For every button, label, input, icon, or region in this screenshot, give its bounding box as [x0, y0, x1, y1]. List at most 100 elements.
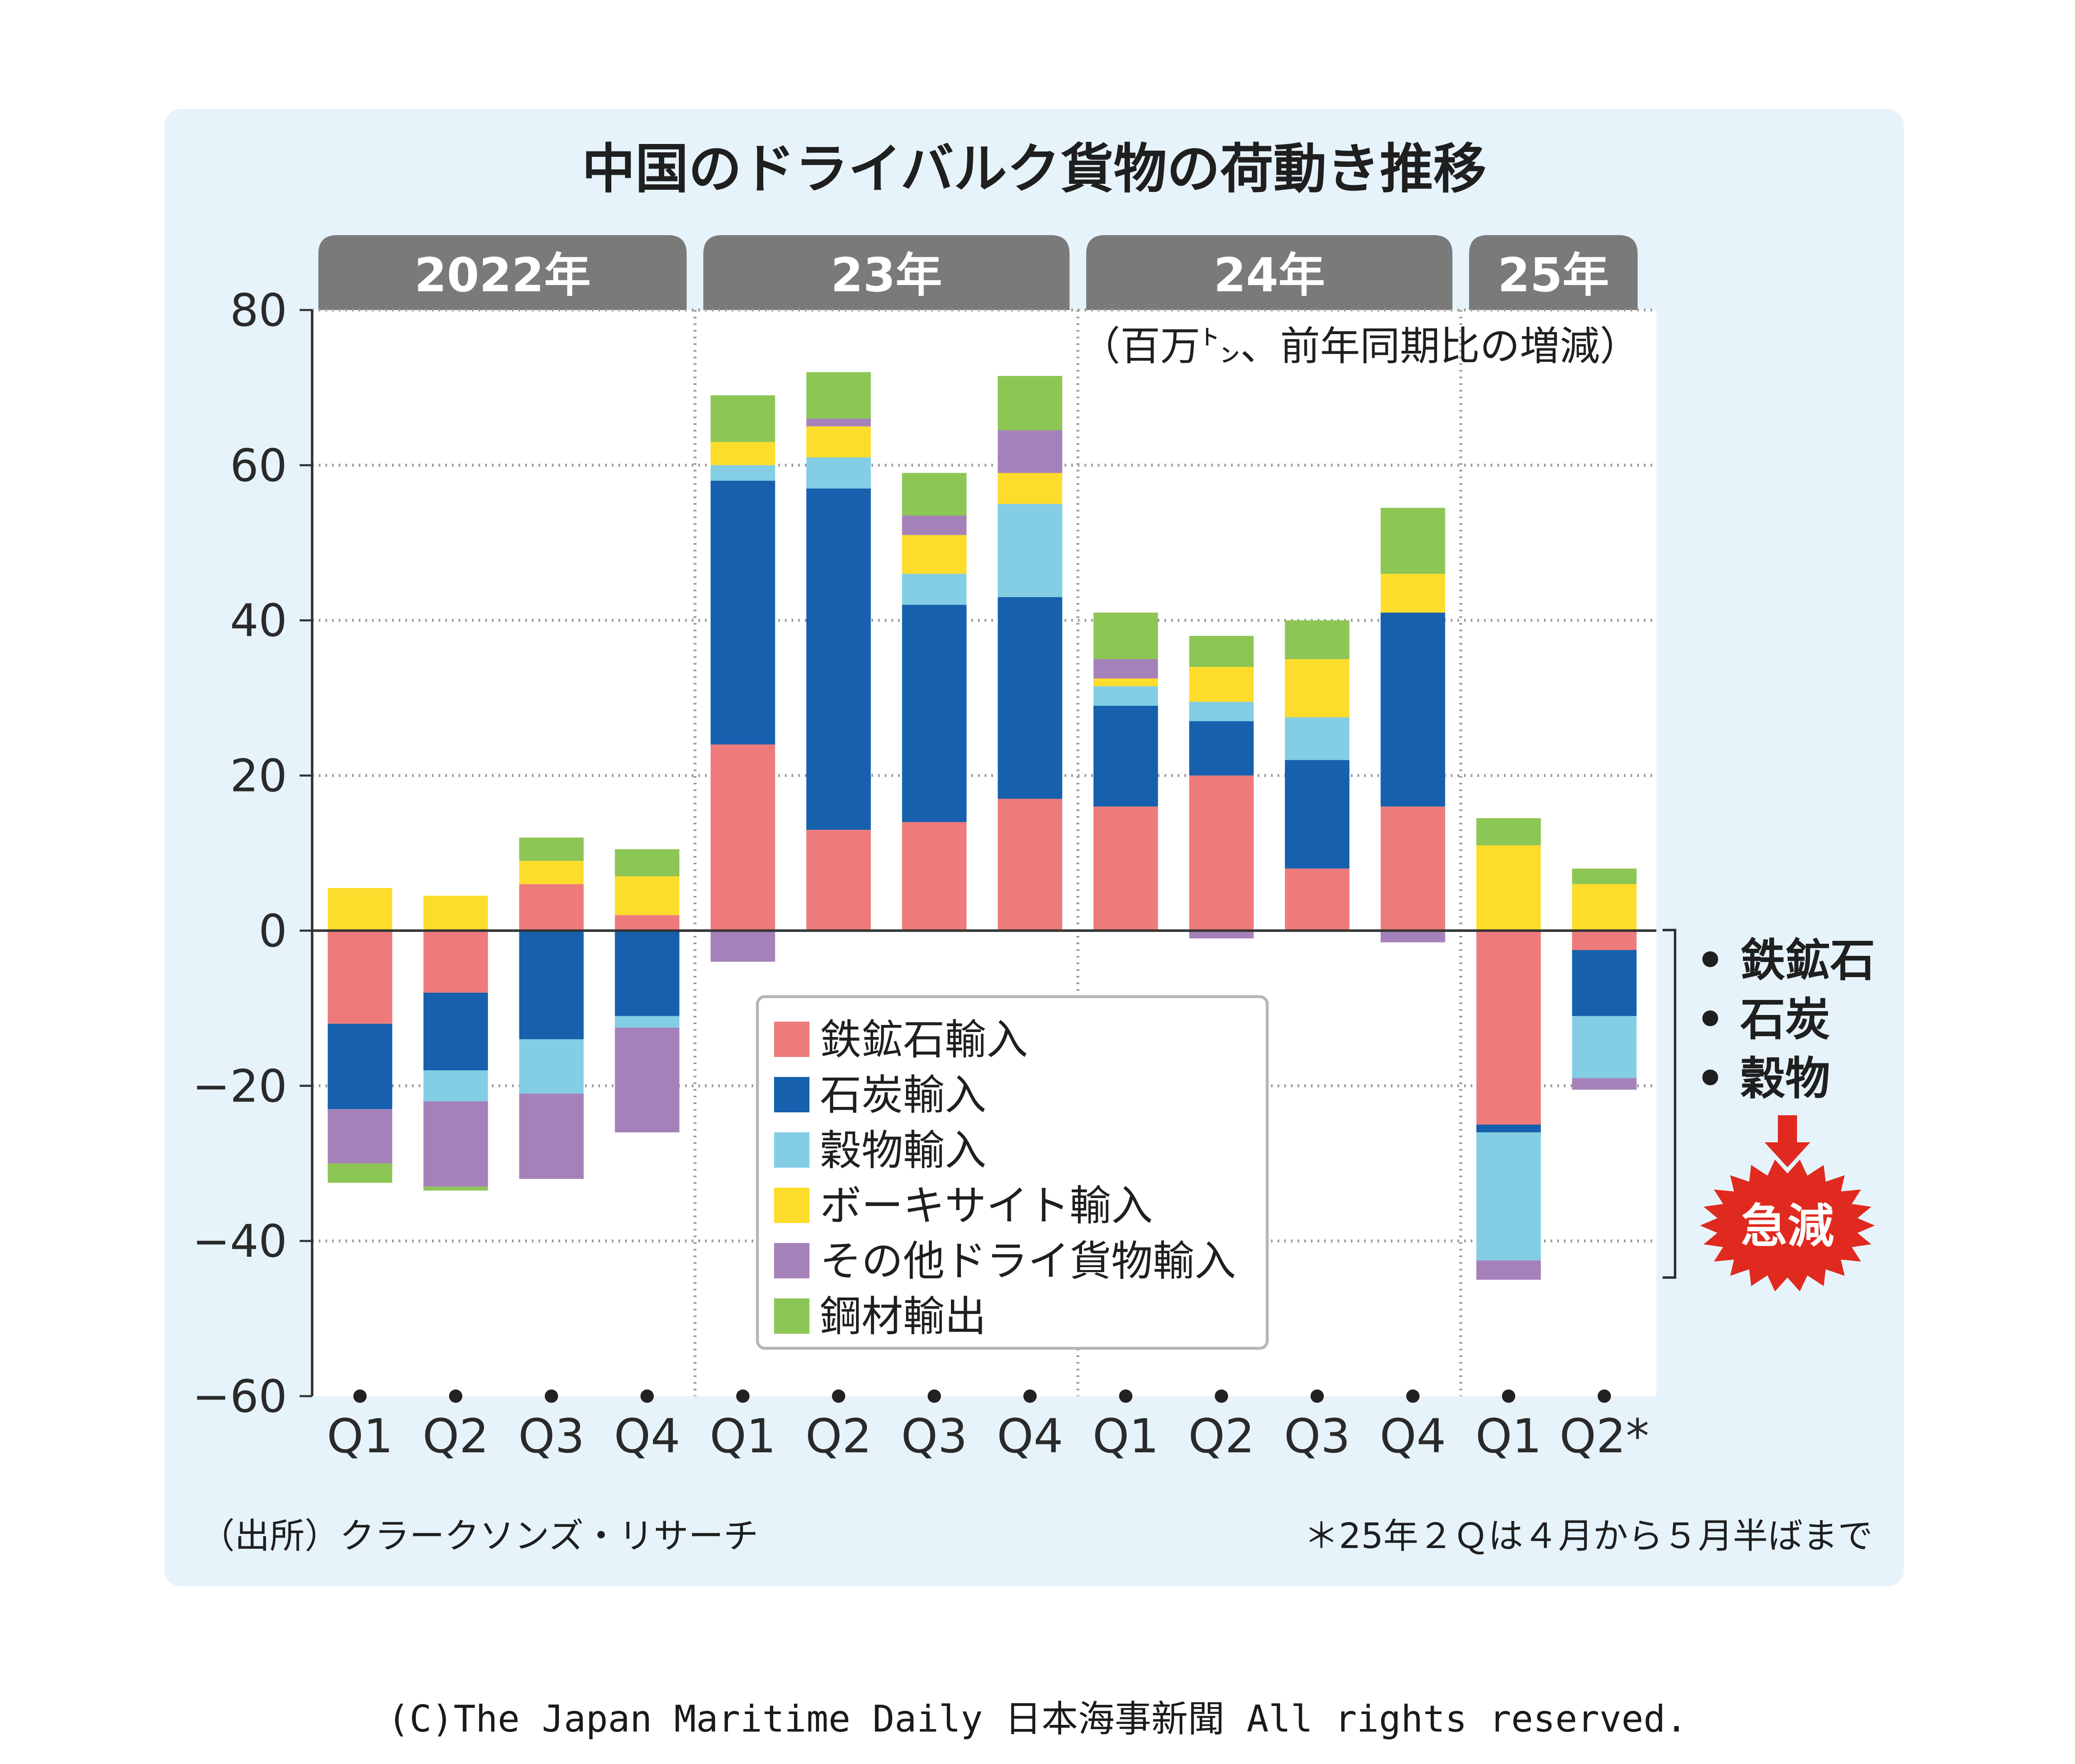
bar-segment — [423, 896, 488, 931]
x-tick-dot — [353, 1389, 367, 1403]
unit-note: （百万㌧、前年同期比の増減） — [1080, 323, 1640, 370]
y-tick-label: −40 — [192, 1216, 287, 1268]
bar-segment — [1380, 508, 1445, 574]
x-tick-dot — [1502, 1389, 1515, 1403]
bar-segment — [1189, 721, 1254, 776]
legend-label: ボーキサイト輸入 — [820, 1181, 1153, 1230]
x-tick-dot — [1406, 1389, 1420, 1403]
bar-segment — [1476, 845, 1541, 931]
bar-segment — [902, 473, 967, 516]
bar-segment — [328, 1109, 392, 1164]
bar-segment — [1476, 1260, 1541, 1280]
legend-swatch — [774, 1132, 809, 1168]
bar-segment — [806, 457, 871, 489]
bar-segment — [423, 930, 488, 993]
year-header-tab — [703, 235, 1070, 310]
x-tick-label: Q4 — [614, 1409, 680, 1464]
year-header-label: 2022年 — [415, 248, 591, 303]
legend-swatch — [774, 1022, 809, 1057]
bar-segment — [1093, 659, 1158, 679]
bar-segment — [328, 930, 392, 1024]
x-tick-label: Q4 — [997, 1409, 1063, 1464]
bar-segment — [1476, 930, 1541, 1125]
bar-segment — [1285, 659, 1350, 717]
bar-segment — [615, 930, 680, 1016]
bar-segment — [806, 488, 871, 830]
bar-segment — [1380, 613, 1445, 807]
bar-segment — [806, 372, 871, 419]
bar-segment — [615, 915, 680, 931]
bar-segment — [423, 1101, 488, 1187]
bar-segment — [1476, 818, 1541, 846]
bar-segment — [998, 504, 1062, 597]
bar-segment — [902, 822, 967, 931]
burst-badge — [1700, 1159, 1875, 1292]
bar-segment — [902, 516, 967, 535]
bar-segment — [998, 799, 1062, 931]
annotation-item: • 鉄鉱石 — [1696, 935, 1875, 987]
bar-segment — [519, 1093, 584, 1179]
bar-segment — [710, 930, 775, 962]
bar-segment — [1572, 884, 1637, 931]
chart-title: 中国のドライバルク貨物の荷動き推移 — [582, 138, 1486, 200]
bar-segment — [710, 481, 775, 744]
x-tick-label: Q1 — [1092, 1409, 1159, 1464]
x-tick-dot — [449, 1389, 462, 1403]
annotation-bracket — [1663, 929, 1676, 1279]
x-tick-label: Q2 — [422, 1409, 489, 1464]
bar-segment — [519, 1039, 584, 1094]
annotation-item: • 穀物 — [1696, 1053, 1830, 1105]
y-tick-label: −20 — [192, 1060, 287, 1112]
copyright-notice: (C)The Japan Maritime Daily 日本海事新聞 All r… — [387, 1697, 1688, 1740]
bar-segment — [519, 837, 584, 861]
bar-segment — [1572, 930, 1637, 950]
arrow-shaft — [1778, 1115, 1797, 1144]
y-tick-label: 40 — [230, 595, 287, 647]
legend-swatch — [774, 1243, 809, 1278]
bar-segment — [710, 744, 775, 931]
x-tick-dot — [1023, 1389, 1037, 1403]
legend-label: 穀物輸入 — [820, 1126, 986, 1175]
x-tick-label: Q1 — [710, 1409, 776, 1464]
x-tick-dot — [1598, 1389, 1611, 1403]
year-header-label: 24年 — [1214, 248, 1325, 303]
bar-segment — [1285, 620, 1350, 659]
y-tick-label: 20 — [230, 750, 287, 802]
bar-segment — [519, 884, 584, 931]
bar-segment — [806, 419, 871, 427]
bar-segment — [1189, 702, 1254, 722]
bar-segment — [328, 888, 392, 931]
x-tick-dot — [928, 1389, 941, 1403]
x-tick-label: Q3 — [1284, 1409, 1350, 1464]
bar-segment — [1476, 1124, 1541, 1133]
x-tick-dot — [1215, 1389, 1228, 1403]
y-tick-label: 0 — [258, 905, 287, 957]
bar-segment — [1189, 636, 1254, 667]
annotation-item: • 石炭 — [1696, 994, 1830, 1046]
bar-segment — [423, 1186, 488, 1191]
bar-segment — [519, 930, 584, 1040]
bar-segment — [710, 442, 775, 465]
bar-segment — [1093, 806, 1158, 931]
bar-segment — [1093, 686, 1158, 706]
y-tick-label: 80 — [230, 285, 287, 337]
source-note: （出所）クラークソンズ・リサーチ — [200, 1516, 758, 1556]
x-tick-dot — [1311, 1389, 1324, 1403]
year-header-tab — [1086, 235, 1452, 310]
x-tick-label: Q1 — [1475, 1409, 1541, 1464]
x-tick-label: Q2 — [1188, 1409, 1254, 1464]
x-tick-dot — [832, 1389, 845, 1403]
bar-segment — [328, 1163, 392, 1183]
bar-segment — [710, 465, 775, 481]
bar-segment — [1285, 868, 1350, 931]
legend-swatch — [774, 1188, 809, 1223]
year-header-label: 25年 — [1498, 248, 1609, 303]
bar-segment — [615, 1027, 680, 1133]
bar-segment — [998, 473, 1062, 504]
year-header-tab — [318, 235, 687, 310]
bar-segment — [902, 573, 967, 605]
x-tick-label: Q3 — [901, 1409, 967, 1464]
bar-segment — [1189, 667, 1254, 702]
x-tick-label: Q4 — [1380, 1409, 1446, 1464]
year-header-label: 23年 — [831, 248, 942, 303]
